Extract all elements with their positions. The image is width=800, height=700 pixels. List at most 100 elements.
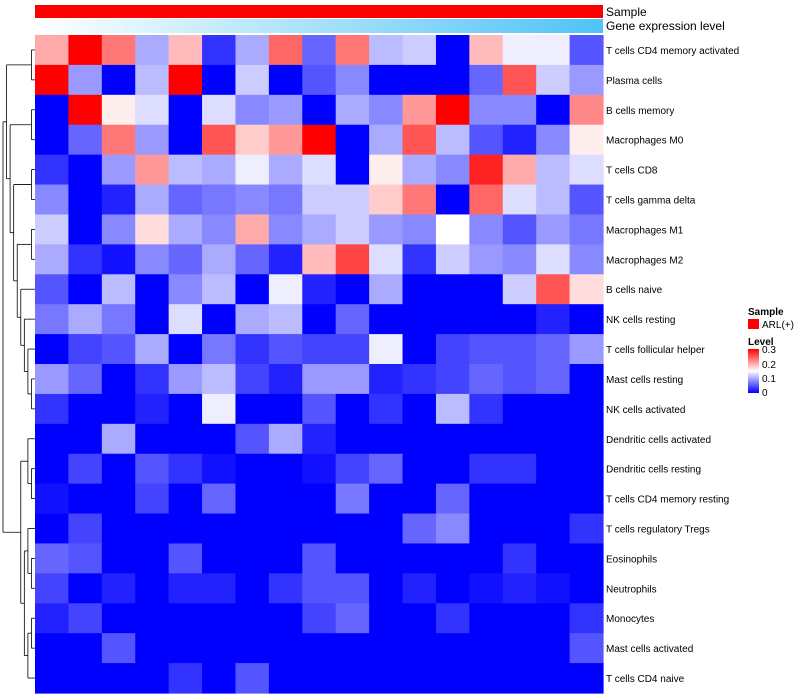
heatmap-cell <box>569 124 604 156</box>
row-label: Macrophages M0 <box>606 136 684 147</box>
row-label: Macrophages M2 <box>606 255 684 266</box>
heatmap-cell <box>335 423 370 455</box>
heatmap-cell <box>68 453 103 485</box>
heatmap-cell <box>202 94 237 126</box>
heatmap-cell <box>402 543 437 574</box>
heatmap-cell <box>202 64 237 96</box>
heatmap-cell <box>68 94 103 126</box>
row-labels: T cells CD4 memory activated Plasma cells… <box>606 46 739 685</box>
heatmap-cell <box>369 244 404 275</box>
heatmap-cell <box>536 154 571 186</box>
heatmap-cell <box>168 364 203 395</box>
heatmap-cell <box>335 304 370 335</box>
heatmap-cell <box>335 184 370 216</box>
heatmap-cell <box>335 364 370 395</box>
heatmap-cell <box>502 633 537 664</box>
heatmap-cell <box>569 64 604 96</box>
heatmap-cell <box>168 124 203 156</box>
heatmap-cell <box>68 543 103 574</box>
heatmap-cell <box>536 513 571 545</box>
heatmap-cell <box>369 304 404 335</box>
heatmap-cell <box>536 304 571 335</box>
heatmap-cell <box>235 393 270 425</box>
heatmap-cell <box>369 633 404 664</box>
heatmap-cell <box>469 94 504 126</box>
heatmap-cell <box>135 334 170 365</box>
heatmap-cell <box>502 304 537 335</box>
heatmap-cell <box>35 35 70 66</box>
level-colorbar <box>748 349 759 393</box>
heatmap-cell <box>469 603 504 634</box>
sample-annotation-label: Sample <box>606 5 647 19</box>
heatmap-cell <box>202 184 237 216</box>
heatmap-cell <box>268 453 303 485</box>
heatmap-cell <box>35 573 70 604</box>
heatmap-cell <box>536 423 571 455</box>
heatmap-cell <box>101 304 136 335</box>
heatmap-cell <box>435 483 470 515</box>
heatmap-cell <box>235 633 270 664</box>
heatmap-cell <box>335 124 370 156</box>
sample-legend-title: Sample <box>748 307 784 318</box>
heatmap-cell <box>402 64 437 96</box>
row-label: T cells follicular helper <box>606 345 705 356</box>
heatmap-cell <box>302 513 337 545</box>
heatmap-cell <box>302 154 337 186</box>
heatmap-cell <box>135 513 170 545</box>
heatmap-cell <box>68 244 103 275</box>
row-label: B cells naive <box>606 285 663 296</box>
heatmap-cell <box>369 513 404 545</box>
heatmap-cell <box>68 214 103 245</box>
heatmap-cell <box>35 274 70 305</box>
heatmap-cell <box>268 633 303 664</box>
heatmap-cell <box>35 154 70 186</box>
heatmap-cell <box>235 573 270 604</box>
heatmap-cell <box>469 124 504 156</box>
heatmap-cell <box>502 244 537 275</box>
heatmap-cell <box>435 364 470 395</box>
level-legend-title: Level <box>748 337 774 348</box>
heatmap-cell <box>569 364 604 395</box>
heatmap-cell <box>68 154 103 186</box>
heatmap-cell <box>168 304 203 335</box>
heatmap-cell <box>302 453 337 485</box>
heatmap-cell <box>202 483 237 515</box>
heatmap-cell <box>235 483 270 515</box>
heatmap-cell <box>101 453 136 485</box>
heatmap-cell <box>268 94 303 126</box>
heatmap-cell <box>235 364 270 395</box>
heatmap-cell <box>369 393 404 425</box>
heatmap-cell <box>502 94 537 126</box>
heatmap-cell <box>302 64 337 96</box>
heatmap-cell <box>101 124 136 156</box>
heatmap-cell <box>369 663 404 694</box>
heatmap-cell <box>202 513 237 545</box>
row-label: Dendritic cells resting <box>606 465 701 476</box>
heatmap-cell <box>302 543 337 574</box>
heatmap-cell <box>235 244 270 275</box>
heatmap-cell <box>35 184 70 216</box>
heatmap-cell <box>536 663 571 694</box>
heatmap-cell <box>536 573 571 604</box>
heatmap-cell <box>235 543 270 574</box>
heatmap-cell <box>569 35 604 66</box>
heatmap-cell <box>402 573 437 604</box>
heatmap-cell <box>569 244 604 275</box>
heatmap-cell <box>435 154 470 186</box>
row-label: T cells CD4 memory resting <box>606 495 729 506</box>
heatmap-cell <box>101 633 136 664</box>
heatmap-cell <box>469 483 504 515</box>
heatmap-cell <box>335 244 370 275</box>
heatmap-cell <box>235 35 270 66</box>
heatmap-cell <box>202 35 237 66</box>
heatmap-cell <box>402 154 437 186</box>
heatmap-cell <box>35 393 70 425</box>
heatmap-cell <box>268 274 303 305</box>
heatmap-cell <box>168 663 203 694</box>
heatmap-cell <box>168 573 203 604</box>
heatmap-cell <box>335 663 370 694</box>
heatmap-cell <box>302 423 337 455</box>
heatmap-cell <box>35 304 70 335</box>
heatmap-cell <box>536 184 571 216</box>
heatmap-cells <box>35 35 604 694</box>
